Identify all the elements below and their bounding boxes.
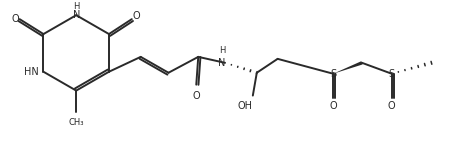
Text: O: O [193,91,200,101]
Text: S: S [330,69,336,79]
Text: S: S [389,69,395,79]
Text: H: H [219,46,225,55]
Text: HN: HN [24,67,38,77]
Text: OH: OH [237,100,252,111]
Text: O: O [388,100,395,111]
Text: N: N [219,58,226,68]
Text: N: N [73,10,80,20]
Text: O: O [12,14,19,24]
Text: O: O [329,100,337,111]
Text: H: H [73,2,79,11]
Text: O: O [133,11,140,21]
Polygon shape [333,61,363,74]
Text: CH₃: CH₃ [68,118,84,127]
